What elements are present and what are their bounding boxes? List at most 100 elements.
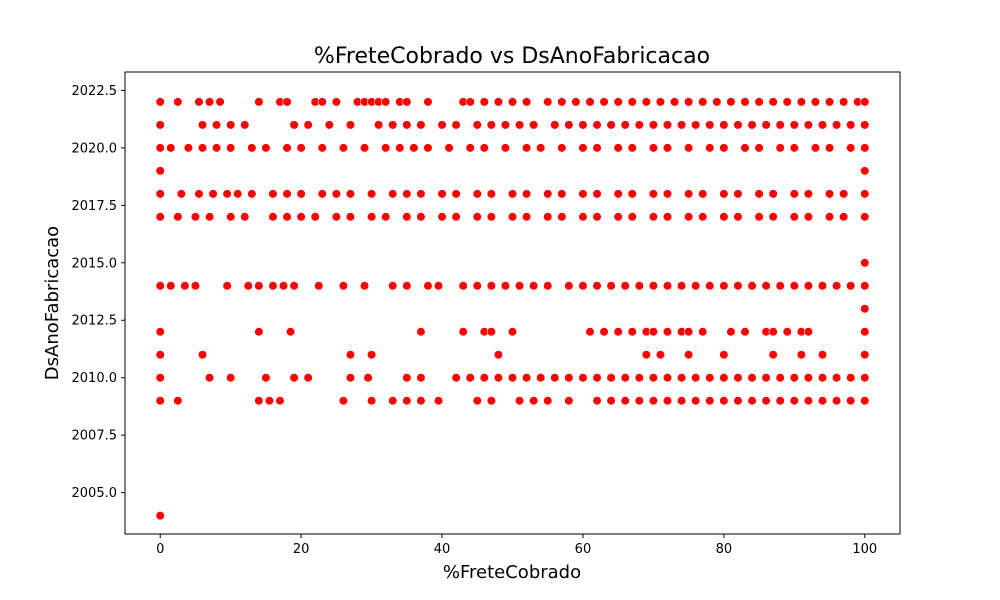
data-point <box>486 120 496 130</box>
data-point <box>493 373 504 383</box>
data-point <box>606 373 616 383</box>
data-point <box>698 189 708 199</box>
data-point <box>264 396 275 406</box>
data-point <box>345 120 356 130</box>
data-point <box>684 143 694 153</box>
data-point <box>458 281 468 291</box>
data-point <box>817 120 828 130</box>
data-point <box>507 212 518 222</box>
data-point <box>860 120 870 130</box>
data-point <box>359 143 370 153</box>
data-point <box>472 120 482 130</box>
data-point <box>155 212 165 222</box>
data-point <box>514 120 525 130</box>
data-point <box>437 189 447 199</box>
data-point <box>796 350 806 360</box>
data-point <box>648 189 659 199</box>
data-point <box>543 189 553 199</box>
data-point <box>592 281 602 291</box>
data-point <box>374 120 384 130</box>
data-point <box>627 97 637 107</box>
data-point <box>705 143 715 153</box>
data-point <box>240 212 250 222</box>
data-point <box>698 97 708 107</box>
data-point <box>606 120 616 130</box>
y-tick-label: 2007.5 <box>72 429 118 444</box>
data-point <box>662 120 673 130</box>
data-point <box>486 327 496 337</box>
data-point <box>194 97 204 107</box>
data-point <box>747 396 757 406</box>
data-point <box>662 327 673 337</box>
data-point <box>860 373 870 383</box>
data-point <box>846 281 856 291</box>
data-point <box>155 189 165 199</box>
data-point <box>733 120 743 130</box>
data-point <box>648 143 659 153</box>
data-point <box>465 97 475 107</box>
data-point <box>536 143 546 153</box>
data-point <box>803 373 814 383</box>
data-point <box>173 396 183 406</box>
data-point <box>493 97 504 107</box>
data-point <box>331 97 341 107</box>
data-point <box>775 281 785 291</box>
data-point <box>381 212 391 222</box>
data-point <box>578 212 588 222</box>
data-point <box>846 120 856 130</box>
data-point <box>345 212 356 222</box>
data-point <box>676 281 687 291</box>
data-point <box>282 189 292 199</box>
data-point <box>719 189 729 199</box>
data-point <box>775 396 785 406</box>
data-point <box>641 97 651 107</box>
x-tick-label: 0 <box>156 542 164 557</box>
y-tick-label: 2020.0 <box>72 141 118 156</box>
data-point <box>215 97 225 107</box>
data-point <box>648 396 659 406</box>
data-point <box>416 373 426 383</box>
data-point <box>173 97 183 107</box>
data-point <box>507 97 518 107</box>
data-point <box>395 143 405 153</box>
data-point <box>860 350 870 360</box>
data-point <box>810 143 821 153</box>
data-point <box>381 97 391 107</box>
data-point <box>451 120 461 130</box>
data-point <box>705 373 715 383</box>
data-point <box>261 143 271 153</box>
data-point <box>529 120 539 130</box>
data-point <box>634 281 644 291</box>
data-point <box>754 143 764 153</box>
data-point <box>451 212 461 222</box>
data-point <box>860 327 870 337</box>
data-point <box>648 281 659 291</box>
data-point <box>599 97 609 107</box>
data-point <box>824 189 835 199</box>
data-point <box>240 120 250 130</box>
data-point <box>803 396 814 406</box>
data-point <box>655 350 666 360</box>
data-point <box>268 281 278 291</box>
y-tick-label: 2012.5 <box>72 314 118 329</box>
data-point <box>662 143 673 153</box>
data-point <box>550 373 560 383</box>
data-point <box>472 212 482 222</box>
data-point <box>402 97 412 107</box>
data-point <box>634 120 644 130</box>
data-point <box>324 120 334 130</box>
data-point <box>831 120 842 130</box>
data-point <box>388 120 398 130</box>
data-point <box>676 396 687 406</box>
data-point <box>423 143 433 153</box>
data-point <box>761 120 771 130</box>
data-point <box>458 327 468 337</box>
data-point <box>416 212 426 222</box>
data-point <box>761 373 771 383</box>
data-point <box>662 396 673 406</box>
data-point <box>768 350 778 360</box>
y-tick-label: 2017.5 <box>72 199 118 214</box>
data-point <box>733 281 743 291</box>
y-tick-label: 2022.5 <box>72 84 118 99</box>
data-point <box>493 350 504 360</box>
